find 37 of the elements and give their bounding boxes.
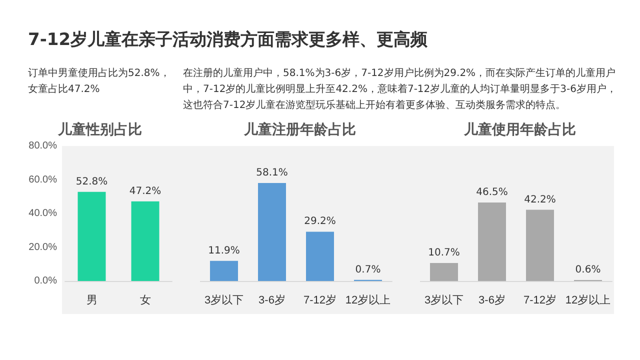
data-label: 52.8% — [76, 176, 108, 188]
y-tick-label: 80.0% — [28, 140, 58, 152]
x-tick-label: 12岁以上 — [345, 294, 391, 306]
data-label: 46.5% — [476, 187, 508, 198]
x-tick-label: 3-6岁 — [258, 294, 286, 306]
x-tick-label: 12岁以上 — [565, 294, 611, 306]
data-label: 0.7% — [355, 264, 381, 276]
data-label: 10.7% — [428, 247, 460, 258]
data-label: 58.1% — [256, 167, 288, 178]
data-label: 47.2% — [129, 186, 162, 197]
data-label: 29.2% — [304, 216, 336, 228]
chart-title: 儿童使用年龄占比 — [463, 121, 576, 138]
y-tick-label: 40.0% — [28, 208, 58, 219]
x-tick-label: 7-12岁 — [303, 294, 337, 306]
bar — [306, 232, 334, 281]
data-label: 0.6% — [575, 264, 601, 276]
chart-title: 儿童性别占比 — [57, 121, 142, 138]
bar — [478, 202, 506, 281]
text: 7-12岁儿童在亲子活动消费方面需求更多样、更高频 — [28, 30, 429, 50]
text: 在注册的儿童用户中，58.1%为3-6岁，7-12岁用户比例为29.2%，而在实际产生订单的儿童用户中，7-12岁的儿童比例明显上升至42.2%，意味着7-12岁儿童的人均订单量明显多于3-6岁用户，这也符合7-12岁儿童在游览型玩乐基础上开始有着更多体验、互动类服务需求的特点。 — [183, 66, 618, 113]
x-tick-label: 女 — [140, 294, 151, 306]
x-tick-label: 男 — [86, 294, 98, 306]
data-label: 11.9% — [208, 245, 240, 256]
text: 订单中男童使用占比为52.8%，女童占比47.2% — [28, 66, 171, 97]
bar — [526, 210, 554, 281]
x-tick-label: 7-12岁 — [523, 294, 557, 306]
x-tick-label: 3岁以下 — [424, 294, 464, 306]
chart-title: 儿童注册年龄占比 — [243, 121, 356, 138]
y-tick-label: 0.0% — [34, 276, 58, 286]
x-tick-label: 3-6岁 — [478, 294, 506, 306]
bar — [430, 262, 458, 281]
data-label: 42.2% — [524, 194, 556, 206]
x-tick-label: 3岁以下 — [204, 294, 244, 306]
bar — [258, 182, 286, 281]
bar — [210, 260, 238, 281]
y-tick-label: 20.0% — [28, 242, 58, 253]
y-tick-label: 60.0% — [28, 174, 58, 186]
